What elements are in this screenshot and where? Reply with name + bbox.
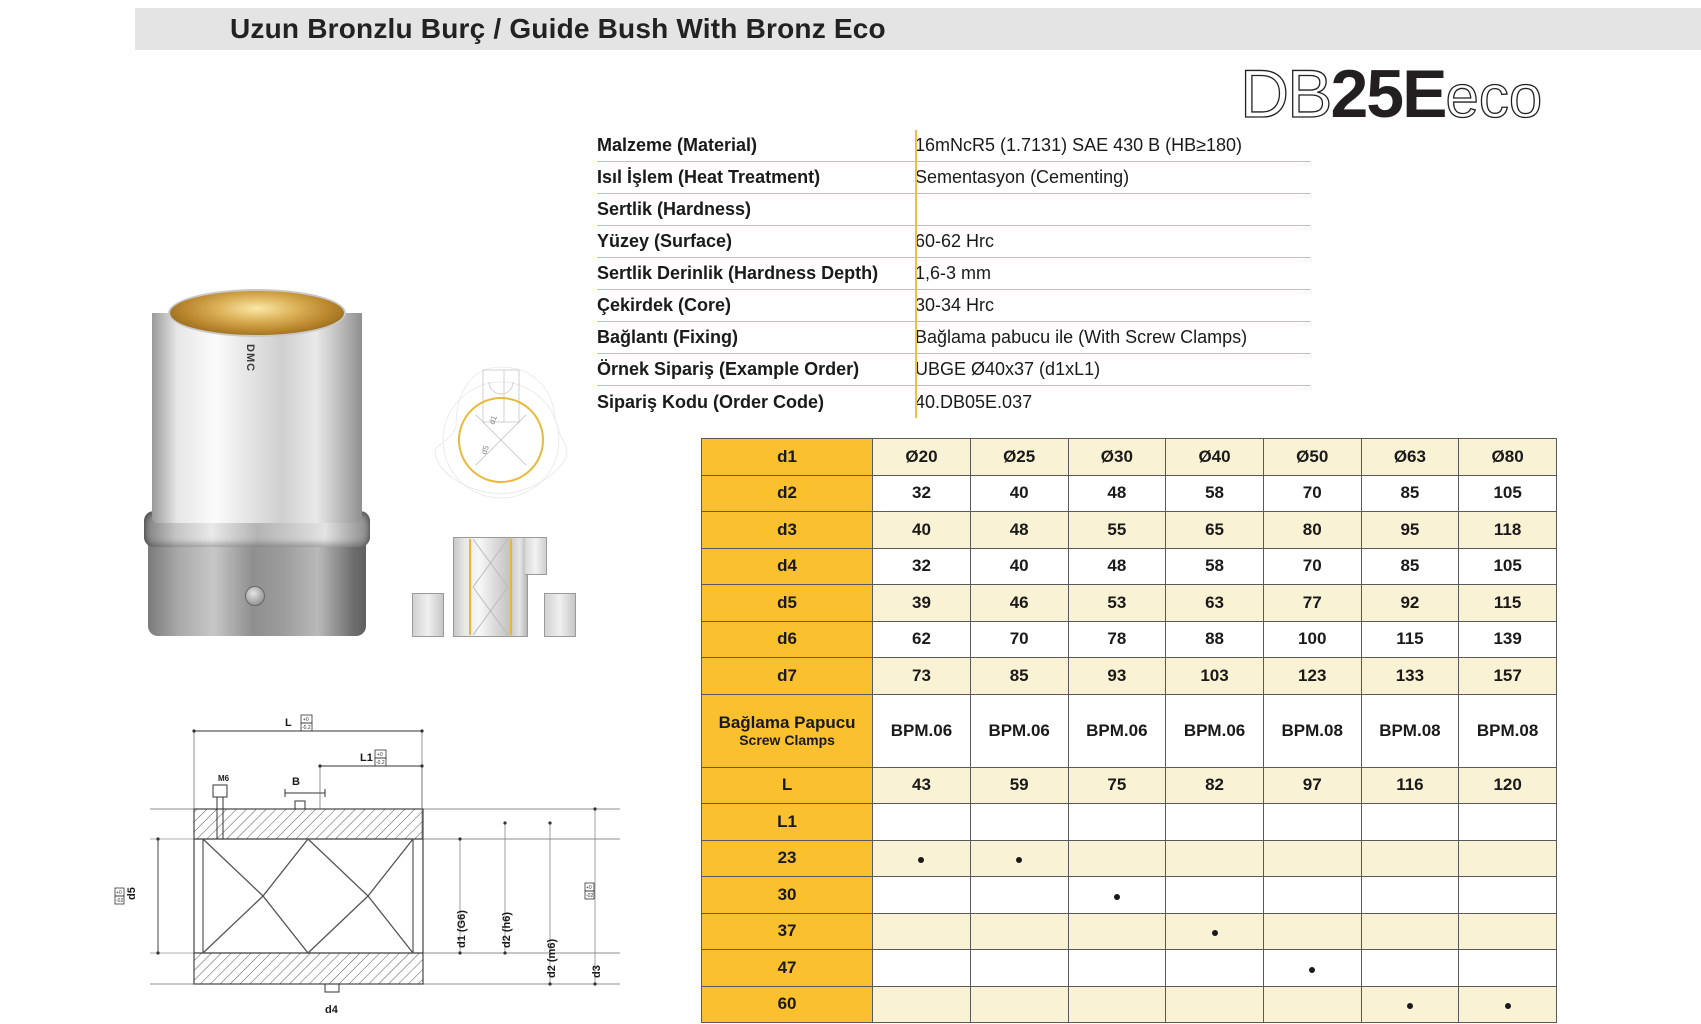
svg-text:L1: L1 — [360, 752, 373, 764]
svg-text:d3: d3 — [591, 965, 603, 978]
svg-text:-0.2: -0.2 — [302, 725, 311, 731]
svg-text:d2 (h6): d2 (h6) — [501, 912, 513, 948]
svg-text:d4: d4 — [325, 1004, 339, 1016]
svg-text:B: B — [292, 776, 300, 788]
svg-text:+0: +0 — [377, 752, 383, 758]
svg-text:+0: +0 — [586, 885, 592, 891]
svg-text:d5: d5 — [479, 444, 491, 456]
svg-text:-02: -02 — [116, 898, 123, 904]
svg-text:+0: +0 — [116, 890, 122, 896]
svg-text:+0: +0 — [303, 717, 309, 723]
svg-text:d1 (G6): d1 (G6) — [456, 910, 468, 948]
svg-text:d2 (m6): d2 (m6) — [546, 939, 558, 978]
svg-text:L: L — [285, 717, 292, 729]
svg-text:-0.2: -0.2 — [376, 760, 385, 766]
svg-text:M6: M6 — [218, 774, 230, 783]
svg-text:d5: d5 — [126, 887, 138, 900]
svg-text:d1: d1 — [487, 414, 499, 426]
svg-text:-02: -02 — [586, 893, 593, 899]
